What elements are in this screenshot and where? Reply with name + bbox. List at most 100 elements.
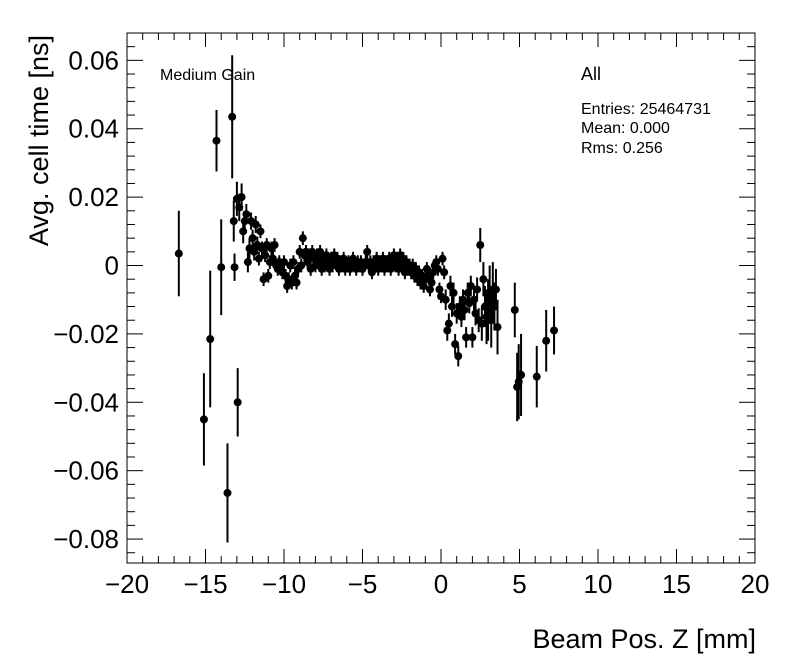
- data-point: [217, 219, 226, 316]
- data-marker: [532, 372, 541, 381]
- data-point: [174, 210, 183, 297]
- data-point: [532, 345, 541, 408]
- data-marker: [447, 302, 456, 311]
- data-marker: [228, 112, 237, 121]
- data-marker: [270, 241, 279, 249]
- stats-rms: Rms: 0.256: [581, 140, 663, 157]
- y-tick-label: −0.08: [53, 524, 119, 554]
- x-tick-label: 15: [662, 569, 691, 599]
- data-point: [237, 183, 246, 211]
- y-tick-label: −0.04: [53, 387, 119, 417]
- data-marker: [491, 285, 500, 294]
- data-point: [248, 229, 257, 247]
- x-tick-label: 10: [584, 569, 613, 599]
- x-tick-label: −20: [105, 569, 149, 599]
- data-point: [261, 248, 270, 263]
- data-marker: [261, 251, 270, 260]
- data-point: [460, 299, 469, 321]
- data-marker: [433, 264, 442, 273]
- data-point: [233, 368, 242, 437]
- data-marker: [229, 217, 238, 226]
- data-marker: [256, 227, 265, 236]
- data-marker: [460, 305, 469, 314]
- data-point: [462, 327, 471, 348]
- data-point: [212, 109, 221, 172]
- data-point: [298, 231, 307, 245]
- data-marker: [479, 275, 488, 284]
- data-point: [230, 253, 239, 281]
- data-point: [228, 55, 237, 179]
- data-marker: [243, 258, 252, 267]
- x-axis-ticks: [126, 33, 756, 563]
- x-tick-label: −15: [183, 569, 227, 599]
- data-marker: [242, 210, 251, 219]
- data-point: [270, 238, 279, 252]
- data-marker: [449, 288, 458, 297]
- data-point: [289, 255, 298, 269]
- data-marker: [438, 254, 447, 263]
- y-tick-label: −0.02: [53, 319, 119, 349]
- data-marker: [367, 268, 376, 277]
- data-point: [449, 282, 458, 304]
- stats-mean: Mean: 0.000: [581, 120, 670, 137]
- data-marker: [477, 319, 486, 328]
- data-point: [444, 313, 453, 334]
- y-tick-label: 0: [105, 251, 119, 281]
- data-marker: [457, 312, 466, 321]
- data-marker: [451, 340, 460, 349]
- data-point: [454, 345, 463, 367]
- data-marker: [440, 268, 449, 277]
- stats-entries: Entries: 25464731: [581, 101, 711, 118]
- data-marker: [443, 326, 452, 335]
- data-point: [479, 262, 488, 297]
- x-tick-label: 20: [741, 569, 770, 599]
- data-marker: [254, 254, 263, 263]
- x-tick-label: 0: [434, 569, 448, 599]
- data-marker: [426, 285, 435, 294]
- y-axis-ticks: [127, 32, 755, 554]
- y-tick-label: 0.02: [68, 182, 119, 212]
- data-marker: [476, 241, 485, 249]
- data-marker: [250, 247, 259, 256]
- data-marker: [441, 295, 450, 304]
- data-marker: [517, 370, 526, 379]
- x-axis-tick-labels: −20 −15 −10 −5 0 5 10 15 20: [105, 569, 770, 599]
- data-point: [517, 333, 526, 416]
- data-point: [440, 265, 449, 280]
- data-marker: [237, 193, 246, 202]
- data-point: [468, 327, 477, 348]
- data-point: [473, 277, 482, 302]
- x-tick-label: −10: [262, 569, 306, 599]
- y-axis-tick-labels: −0.08 −0.06 −0.04 −0.02 0 0.02 0.04 0.06: [53, 45, 119, 554]
- data-point: [297, 258, 306, 273]
- data-point: [542, 309, 551, 372]
- y-axis-label: Avg. cell time [ns]: [24, 35, 54, 246]
- data-point: [427, 275, 436, 290]
- data-point: [476, 227, 485, 263]
- data-point: [477, 306, 486, 341]
- data-point: [451, 333, 460, 355]
- data-marker: [427, 278, 436, 287]
- data-marker: [487, 316, 496, 325]
- data-point: [242, 203, 251, 225]
- data-marker: [542, 336, 551, 345]
- data-point: [256, 224, 265, 239]
- data-marker: [462, 333, 471, 342]
- data-marker: [217, 263, 226, 272]
- data-marker: [298, 234, 307, 243]
- data-point: [243, 251, 252, 273]
- data-point: [363, 245, 372, 259]
- data-point: [433, 262, 442, 276]
- data-marker: [473, 285, 482, 294]
- data-marker: [363, 247, 372, 256]
- x-axis-label: Beam Pos. Z [mm]: [532, 624, 756, 654]
- data-point: [487, 292, 496, 348]
- data-point: [229, 200, 238, 242]
- y-tick-label: 0.04: [68, 114, 119, 144]
- data-marker: [550, 326, 559, 335]
- data-point: [550, 306, 559, 355]
- data-point: [254, 251, 263, 266]
- data-marker: [446, 282, 455, 291]
- data-marker: [230, 263, 239, 272]
